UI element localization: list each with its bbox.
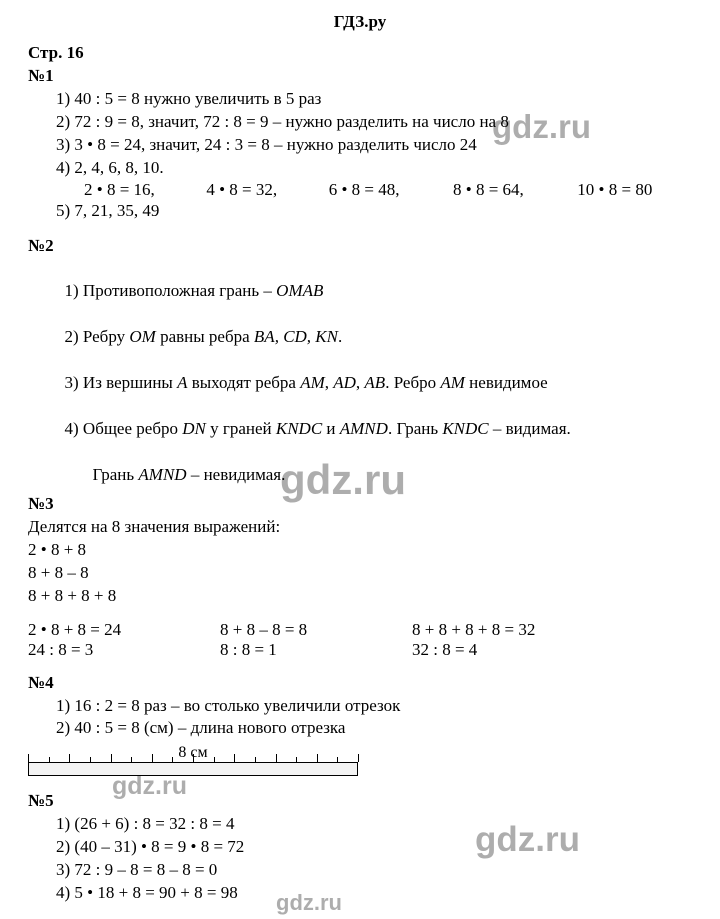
ex1-item: 5) 7, 21, 35, 49: [28, 200, 692, 223]
ex3-cell: 2 • 8 + 8 = 24: [28, 620, 220, 640]
t: BA, CD, KN: [254, 327, 338, 346]
t: KNDC: [276, 419, 322, 438]
t: – видимая.: [489, 419, 571, 438]
ex2-title: №2: [28, 235, 692, 258]
ex1-title: №1: [28, 65, 692, 88]
ex5-item: 3) 72 : 9 – 8 = 8 – 8 = 0: [28, 859, 692, 882]
t: 2) Ребру: [65, 327, 130, 346]
ex3-cell: 8 + 8 + 8 + 8 = 32: [412, 620, 604, 640]
t: ,: [325, 373, 334, 392]
ruler-bar: [28, 762, 358, 776]
t: Грань: [93, 465, 139, 484]
t: невидимое: [465, 373, 548, 392]
t: OM: [129, 327, 155, 346]
ruler-tick-minor: [90, 757, 91, 762]
ex1-mul-cell: 10 • 8 = 80: [577, 180, 692, 200]
ex1-item: 2) 72 : 9 = 8, значит, 72 : 8 = 9 – нужн…: [28, 111, 692, 134]
ex3-cell: 24 : 8 = 3: [28, 640, 220, 660]
t: и: [322, 419, 340, 438]
t: AD: [333, 373, 356, 392]
t: OMAB: [276, 281, 323, 300]
ruler-tick: [152, 754, 153, 762]
ruler-tick: [317, 754, 318, 762]
ex1-mul-cell: 6 • 8 = 48,: [329, 180, 453, 200]
t: – невидимая.: [187, 465, 286, 484]
ruler-tick: [111, 754, 112, 762]
t: A: [177, 373, 187, 392]
t: AMND: [340, 419, 388, 438]
ex3-cell: 8 : 8 = 1: [220, 640, 412, 660]
ex5-item: 4) 5 • 18 + 8 = 90 + 8 = 98: [28, 882, 692, 905]
ex1-item: 1) 40 : 5 = 8 нужно увеличить в 5 раз: [28, 88, 692, 111]
ex2-line: 4) Общее ребро DN у граней KNDC и AMND. …: [28, 395, 692, 441]
t: .: [338, 327, 342, 346]
ex3-expr: 8 + 8 + 8 + 8: [28, 585, 692, 608]
t: выходят ребра: [187, 373, 300, 392]
ruler-label: 8 см: [178, 744, 207, 762]
ruler-tick-minor: [172, 757, 173, 762]
ruler-tick-minor: [255, 757, 256, 762]
t: AM: [300, 373, 325, 392]
t: AB: [364, 373, 385, 392]
ex2-line: 1) Противоположная грань – OMAB: [28, 258, 692, 304]
t: AMND: [138, 465, 186, 484]
ex2-line: Грань AMND – невидимая.: [28, 441, 692, 487]
ruler-tick: [69, 754, 70, 762]
ruler-tick-minor: [214, 757, 215, 762]
ex3-expr: 8 + 8 – 8: [28, 562, 692, 585]
ruler-tick-minor: [49, 757, 50, 762]
t: 3) Из вершины: [65, 373, 178, 392]
ruler-tick: [28, 754, 29, 762]
t: у граней: [206, 419, 276, 438]
page-ref: Стр. 16: [28, 42, 692, 65]
ex1-item: 4) 2, 4, 6, 8, 10.: [28, 157, 692, 180]
t: . Ребро: [385, 373, 440, 392]
ruler-tick-minor: [296, 757, 297, 762]
t: KNDC: [442, 419, 488, 438]
ruler: 8 см: [28, 748, 692, 780]
ex2-line: 2) Ребру OM равны ребра BA, CD, KN.: [28, 303, 692, 349]
ruler-tick-minor: [337, 757, 338, 762]
ex1-mul-cell: 4 • 8 = 32,: [206, 180, 328, 200]
ruler-tick-minor: [131, 757, 132, 762]
ex4-title: №4: [28, 672, 692, 695]
ruler-tick: [234, 754, 235, 762]
ex3-row: 24 : 8 = 3 8 : 8 = 1 32 : 8 = 4: [28, 640, 692, 660]
ex4-item: 1) 16 : 2 = 8 раз – во столько увеличили…: [28, 695, 692, 718]
ex3-title: №3: [28, 493, 692, 516]
t: AM: [440, 373, 465, 392]
ex3-expr: 2 • 8 + 8: [28, 539, 692, 562]
ex3-cell: 32 : 8 = 4: [412, 640, 604, 660]
t: 1) Противоположная грань –: [65, 281, 277, 300]
ex1-mul-row: 2 • 8 = 16, 4 • 8 = 32, 6 • 8 = 48, 8 • …: [28, 180, 692, 200]
t: равны ребра: [156, 327, 254, 346]
ex3-cell: 8 + 8 – 8 = 8: [220, 620, 412, 640]
ruler-tick: [358, 754, 359, 762]
ruler-tick: [276, 754, 277, 762]
ex1-item: 3) 3 • 8 = 24, значит, 24 : 3 = 8 – нужн…: [28, 134, 692, 157]
ex5-item: 2) (40 – 31) • 8 = 9 • 8 = 72: [28, 836, 692, 859]
ex3-row: 2 • 8 + 8 = 24 8 + 8 – 8 = 8 8 + 8 + 8 +…: [28, 620, 692, 640]
ex1-mul-cell: 2 • 8 = 16,: [84, 180, 206, 200]
ex5-title: №5: [28, 790, 692, 813]
t: 4) Общее ребро: [65, 419, 183, 438]
ex1-mul-cell: 8 • 8 = 64,: [453, 180, 577, 200]
ex2-line: 3) Из вершины A выходят ребра AM, AD, AB…: [28, 349, 692, 395]
ex5-item: 1) (26 + 6) : 8 = 32 : 8 = 4: [28, 813, 692, 836]
site-header: ГДЗ.ру: [28, 12, 692, 32]
ex4-item: 2) 40 : 5 = 8 (см) – длина нового отрезк…: [28, 717, 692, 740]
t: . Грань: [388, 419, 442, 438]
ex3-lead: Делятся на 8 значения выражений:: [28, 516, 692, 539]
t: DN: [182, 419, 206, 438]
